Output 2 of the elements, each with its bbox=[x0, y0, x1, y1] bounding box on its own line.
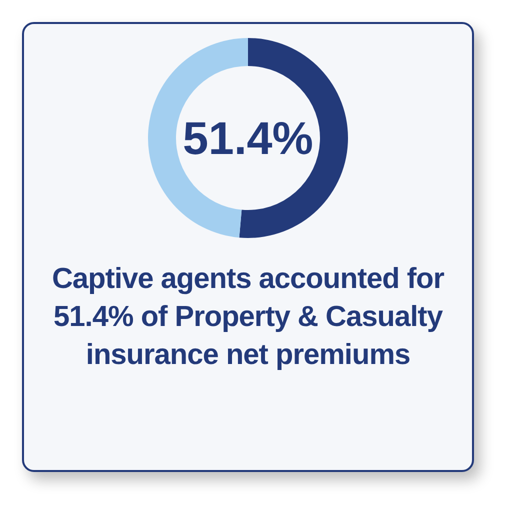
text: Captive agents accounted for 51.4% of Property & Casualty insurance net premiums bbox=[50, 262, 446, 373]
data-label: 51.4% bbox=[182, 112, 314, 164]
